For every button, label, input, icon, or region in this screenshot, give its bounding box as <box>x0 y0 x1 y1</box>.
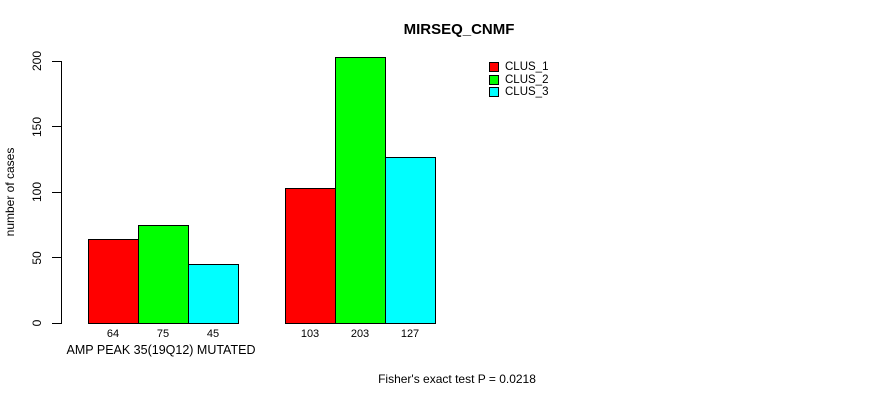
bar-value-label: 203 <box>350 328 370 340</box>
legend-swatch-clus-1 <box>489 62 499 73</box>
x-axis-group-label: AMP PEAK 35(19Q12) MUTATED <box>66 343 256 357</box>
bar-clus_2-group-1 <box>138 225 189 324</box>
chart-title: MIRSEQ_CNMF <box>403 21 515 38</box>
fisher-test-annotation: Fisher's exact test P = 0.0218 <box>378 372 536 386</box>
legend-label-clus-3: CLUS_3 <box>505 86 549 99</box>
y-axis-tick <box>52 126 61 127</box>
legend-label-clus-1: CLUS_1 <box>505 61 549 74</box>
bar-value-label: 75 <box>156 328 170 340</box>
y-axis-tick <box>52 257 61 258</box>
y-axis-tick <box>52 60 61 62</box>
legend-label-clus-2: CLUS_2 <box>505 73 549 86</box>
y-axis-tick-label: 50 <box>30 250 44 265</box>
y-axis-tick-label: 150 <box>30 116 44 137</box>
bar-value-label: 64 <box>106 328 120 340</box>
y-axis-tick-label: 100 <box>30 181 44 203</box>
bar-value-label: 45 <box>206 328 220 340</box>
bar-clus_3-group-1 <box>188 264 239 324</box>
y-axis-tick-label: 200 <box>30 50 44 72</box>
legend-swatch-clus-3 <box>489 87 499 98</box>
legend-item-clus-3: CLUS_3 <box>489 86 548 99</box>
bar-clus_3-group-2 <box>385 157 436 324</box>
legend: CLUS_1 CLUS_2 CLUS_3 <box>489 61 548 99</box>
y-axis-title: number of cases <box>3 147 17 237</box>
bar-value-label: 103 <box>300 328 320 340</box>
y-axis-tick <box>52 322 61 324</box>
legend-swatch-clus-2 <box>489 74 499 85</box>
y-axis-tick <box>52 191 61 193</box>
legend-item-clus-1: CLUS_1 <box>489 61 548 74</box>
bar-clus_2-group-2 <box>335 57 386 324</box>
bar-value-label: 127 <box>400 328 420 340</box>
y-axis-line <box>61 61 62 324</box>
y-axis-tick-label: 0 <box>30 319 44 327</box>
bar-clus_1-group-1 <box>88 239 139 324</box>
legend-item-clus-2: CLUS_2 <box>489 74 548 87</box>
bar-clus_1-group-2 <box>285 188 336 324</box>
